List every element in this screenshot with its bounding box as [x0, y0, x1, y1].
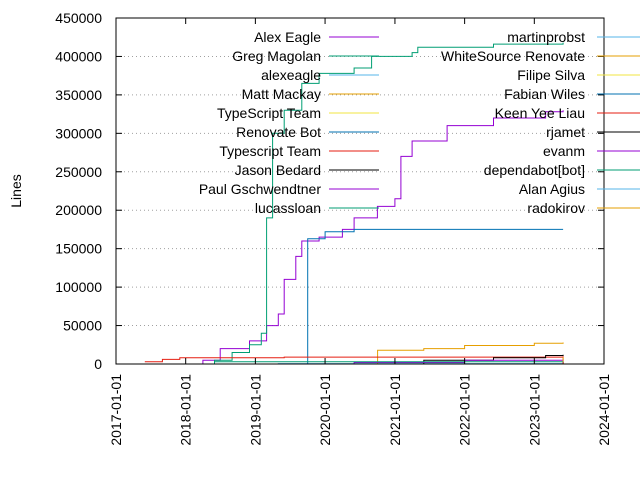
- y-tick-label: 450000: [55, 10, 102, 26]
- y-tick-label: 400000: [55, 48, 102, 64]
- x-tick-label: 2024-01-01: [596, 374, 612, 446]
- legend-label: Renovate Bot: [236, 124, 321, 140]
- legend-label: lucassloan: [255, 200, 321, 216]
- x-axis: 2017-01-01 2018-01-01 2019-01-01 2020-01-01…: [108, 18, 612, 446]
- x-tick-label: 2019-01-01: [247, 374, 263, 446]
- legend-label: Paul Gschwendtner: [199, 181, 322, 197]
- legend-label: evanm: [543, 143, 585, 159]
- legend-label: TypeScript Team: [217, 105, 321, 121]
- x-tick-label: 2020-01-01: [317, 374, 333, 446]
- y-tick-label: 0: [94, 356, 102, 372]
- x-tick-label: 2021-01-01: [387, 374, 403, 446]
- legend-label: radokirov: [527, 200, 585, 216]
- legend-label: Filipe Silva: [517, 67, 585, 83]
- legend: Alex Eagle Greg Magolan alexeagle Matt Mack…: [199, 29, 640, 216]
- x-tick-label: 2017-01-01: [108, 374, 124, 446]
- y-tick-label: 250000: [55, 164, 102, 180]
- x-tick-label: 2022-01-01: [457, 374, 473, 446]
- legend-label: Typescript Team: [219, 143, 321, 159]
- legend-label: Keen Yee Liau: [495, 105, 585, 121]
- y-tick-label: 50000: [63, 318, 102, 334]
- legend-label: Alex Eagle: [254, 29, 321, 45]
- legend-label: Alan Agius: [519, 181, 585, 197]
- legend-label: WhiteSource Renovate: [441, 48, 585, 64]
- plot-border: [115, 17, 605, 365]
- y-tick-label: 150000: [55, 241, 102, 257]
- legend-label: Matt Mackay: [242, 86, 321, 102]
- legend-label: Fabian Wiles: [504, 86, 585, 102]
- series-line: [168, 110, 564, 365]
- x-tick-label: 2018-01-01: [178, 374, 194, 446]
- series-line: [144, 356, 564, 363]
- legend-label: rjamet: [546, 124, 585, 140]
- legend-label: Greg Magolan: [232, 48, 321, 64]
- legend-label: martinprobst: [507, 29, 585, 45]
- legend-label: alexeagle: [261, 67, 321, 83]
- series-line: [307, 228, 564, 365]
- series-line: [377, 342, 564, 365]
- x-tick-label: 2023-01-01: [526, 374, 542, 446]
- plot-lines: [144, 42, 564, 365]
- y-axis-label: Lines: [8, 174, 24, 207]
- y-tick-label: 200000: [55, 202, 102, 218]
- series-line: [168, 42, 564, 365]
- y-tick-label: 300000: [55, 125, 102, 141]
- y-axis: 0 50000 100000 150000 200000 250000 300000 3500…: [55, 10, 604, 372]
- legend-label: Jason Bedard: [235, 162, 321, 178]
- y-tick-label: 350000: [55, 87, 102, 103]
- legend-label: dependabot[bot]: [484, 162, 585, 178]
- y-tick-label: 100000: [55, 279, 102, 295]
